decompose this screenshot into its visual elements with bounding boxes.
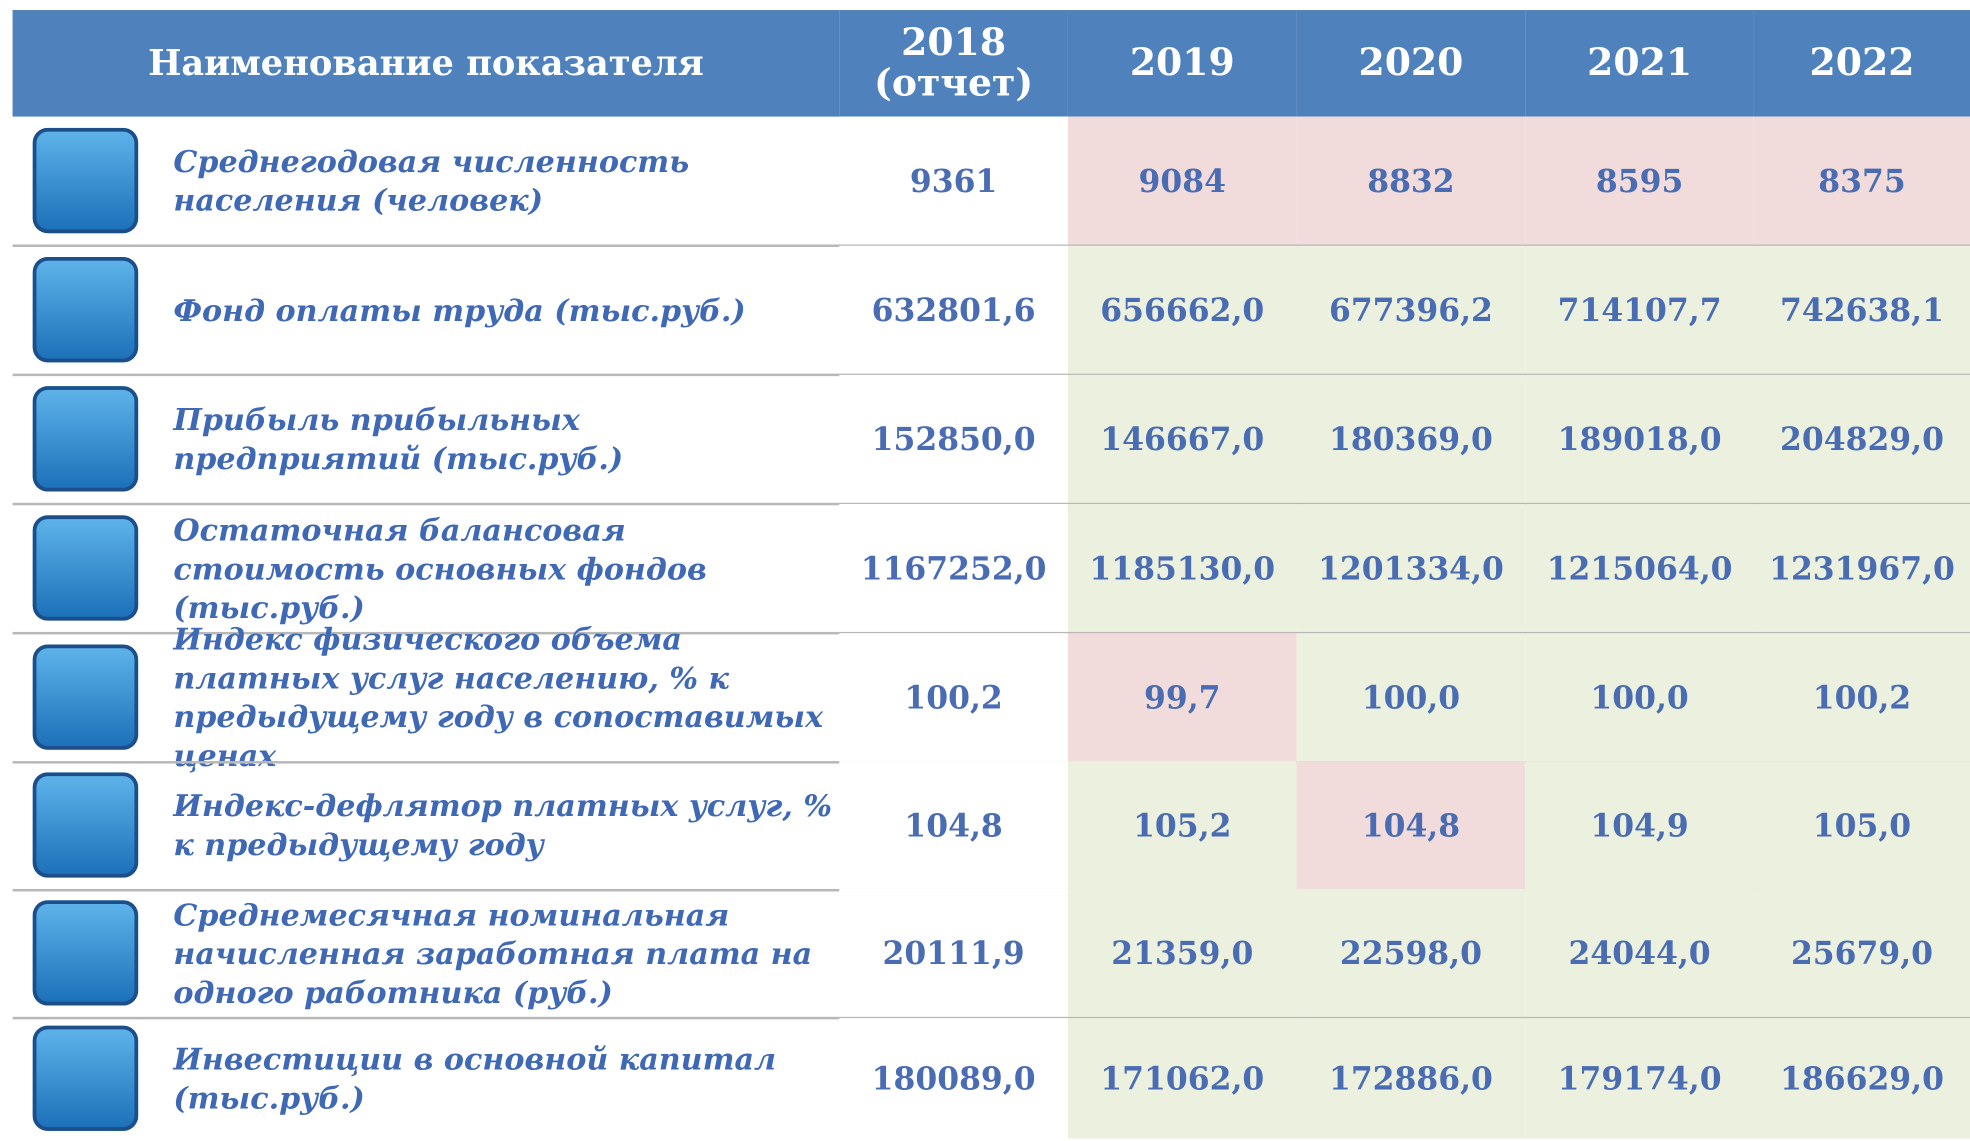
value-cell: 105,2: [1067, 761, 1297, 889]
row-icon: [32, 127, 139, 234]
value-cell: 1215064,0: [1525, 504, 1754, 632]
value-cell: 99,7: [1067, 633, 1297, 762]
value-cell: 9361: [839, 116, 1068, 245]
value-cell: 104,8: [839, 761, 1068, 889]
row-icon: [32, 515, 139, 621]
indicator-name: Инвестиции в основной капитал (тыс.руб.): [173, 1040, 777, 1116]
value-cell: 104,8: [1296, 761, 1526, 889]
row-separator: [12, 502, 1970, 506]
value-cell: 1167252,0: [839, 504, 1068, 632]
value-cell: 100,2: [1753, 633, 1970, 762]
value-cell: 656662,0: [1067, 245, 1297, 374]
value-cell: 21359,0: [1067, 888, 1297, 1017]
indicator-name: Индекс физического объема платных услуг …: [173, 620, 824, 774]
header-cell: 2021: [1525, 10, 1754, 117]
value-cell: 100,2: [839, 633, 1068, 762]
indicator-name: Среднегодовая численность населения (чел…: [173, 142, 690, 219]
value-cell: 9084: [1067, 116, 1297, 245]
row-icon: [32, 257, 139, 363]
value-cell: 180089,0: [839, 1018, 1068, 1139]
value-cell: 105,0: [1753, 761, 1970, 889]
value-cell: 204829,0: [1753, 374, 1970, 503]
header-cell: Наименование показателя: [12, 10, 840, 117]
value-cell: 677396,2: [1296, 245, 1526, 374]
value-cell: 25679,0: [1753, 888, 1970, 1017]
value-cell: 189018,0: [1525, 374, 1754, 503]
indicator-name: Фонд оплаты труда (тыс.руб.): [173, 291, 746, 328]
value-cell: 1185130,0: [1067, 504, 1297, 632]
value-cell: 171062,0: [1067, 1018, 1297, 1139]
value-cell: 742638,1: [1753, 245, 1970, 374]
value-cell: 1231967,0: [1753, 504, 1970, 632]
value-cell: 179174,0: [1525, 1018, 1754, 1139]
value-cell: 172886,0: [1296, 1018, 1526, 1139]
value-cell: 632801,6: [839, 245, 1068, 374]
row-icon: [32, 386, 139, 492]
value-cell: 8832: [1296, 116, 1526, 245]
indicator-name: Среднемесячная номинальная начисленная з…: [173, 895, 813, 1010]
row-icon: [32, 772, 139, 878]
indicator-name: Индекс-дефлятор платных услуг, % к преды…: [173, 787, 832, 863]
header-cell: 2018 (отчет): [839, 10, 1068, 117]
value-cell: 1201334,0: [1296, 504, 1526, 632]
row-icon: [32, 900, 139, 1006]
indicator-name: Остаточная балансовая стоимость основных…: [173, 510, 707, 626]
header-cell: 2019: [1067, 10, 1297, 117]
indicator-name: Прибыль прибыльных предприятий (тыс.руб.…: [173, 401, 624, 477]
value-cell: 186629,0: [1753, 1018, 1970, 1139]
header-cell: 2022: [1753, 10, 1970, 117]
row-icon: [32, 1025, 139, 1131]
row-icon: [32, 644, 139, 750]
header-cell: 2020: [1296, 10, 1526, 117]
value-cell: 146667,0: [1067, 374, 1297, 503]
value-cell: 100,0: [1525, 633, 1754, 762]
value-cell: 24044,0: [1525, 888, 1754, 1017]
value-cell: 180369,0: [1296, 374, 1526, 503]
value-cell: 100,0: [1296, 633, 1526, 762]
value-cell: 20111,9: [839, 888, 1068, 1017]
value-cell: 22598,0: [1296, 888, 1526, 1017]
value-cell: 104,9: [1525, 761, 1754, 889]
value-cell: 8375: [1753, 116, 1970, 245]
value-cell: 714107,7: [1525, 245, 1754, 374]
value-cell: 152850,0: [839, 374, 1068, 503]
value-cell: 8595: [1525, 116, 1754, 245]
